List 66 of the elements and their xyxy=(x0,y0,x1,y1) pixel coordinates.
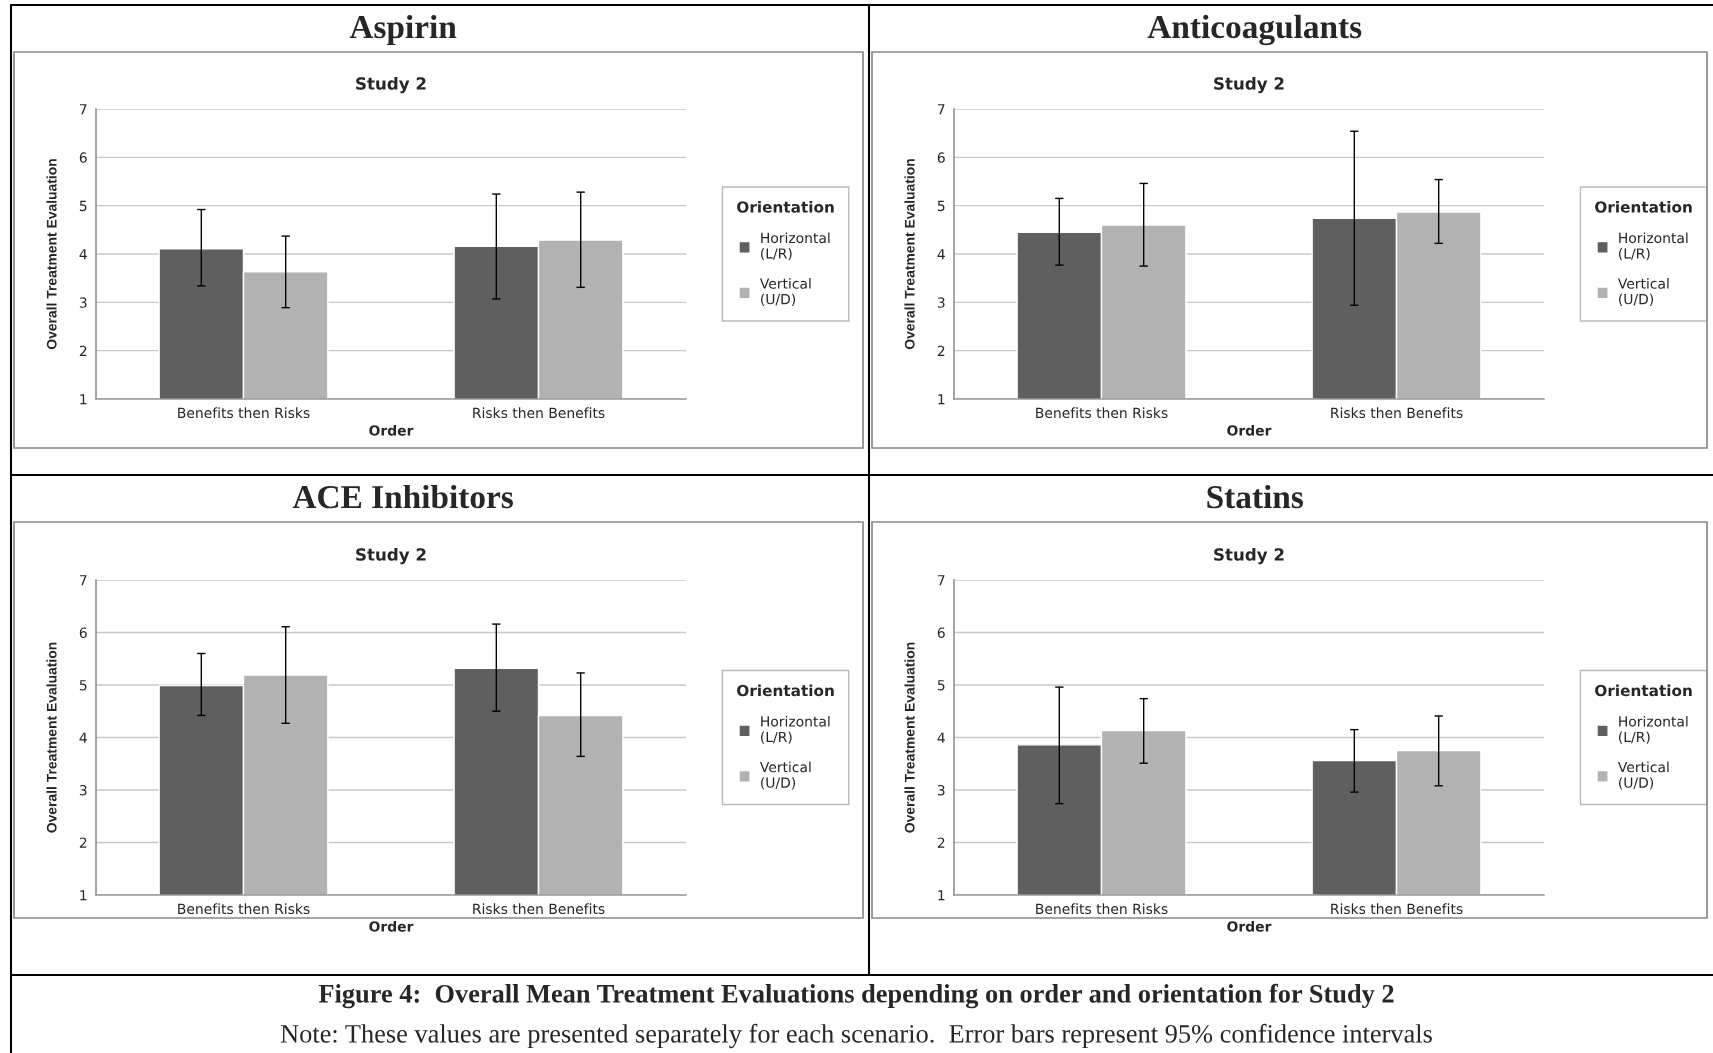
legend-label: Vertical (U/D) xyxy=(759,278,811,306)
chart-subtitle: Study 2 xyxy=(1214,547,1284,565)
y-tick-label: 3 xyxy=(79,784,87,796)
text: Note: These values are presented separately for each scenario. Error bars represent 95% confidence intervals xyxy=(280,1023,1432,1049)
y-tick-label: 6 xyxy=(79,152,87,163)
caption: Figure 4: Overall Mean Treatment Evaluations depending on order and orientation for Study 2 xyxy=(318,983,1394,1009)
y-tick-label: 3 xyxy=(79,297,87,308)
y-tick-label: 5 xyxy=(79,200,87,212)
y-tick-label: 6 xyxy=(79,627,87,638)
x-tick-label: Risks then Benefits xyxy=(473,903,605,915)
y-axis-title: Overall Treatment Evaluation xyxy=(46,159,57,350)
legend-label: Horizontal (L/R) xyxy=(761,232,830,261)
x-tick-label: Benefits then Risks xyxy=(178,903,310,915)
y-axis-title: Overall Treatment Evaluation xyxy=(904,159,915,350)
y-tick-label: 3 xyxy=(937,297,945,308)
legend-label: Horizontal (L/R) xyxy=(761,715,830,744)
y-tick-label: 5 xyxy=(937,200,945,212)
chart-subtitle: Study 2 xyxy=(356,76,426,94)
y-tick-label: 1 xyxy=(938,394,945,405)
y-tick-label: 6 xyxy=(937,152,945,163)
x-tick-label: Benefits then Risks xyxy=(178,407,310,419)
y-tick-label: 4 xyxy=(937,249,945,260)
y-axis-title: Overall Treatment Evaluation xyxy=(46,642,57,833)
legend-label: Vertical (U/D) xyxy=(759,761,811,790)
legend-title: Orientation xyxy=(1595,684,1692,697)
y-axis-title: Overall Treatment Evaluation xyxy=(904,642,915,833)
y-tick-label: 7 xyxy=(79,104,87,115)
x-axis-title: Order xyxy=(1227,920,1272,932)
x-tick-label: Benefits then Risks xyxy=(1036,903,1168,915)
y-tick-label: 5 xyxy=(79,680,87,691)
legend-label: Horizontal (L/R) xyxy=(1619,715,1688,744)
legend-label: Vertical (U/D) xyxy=(1617,761,1669,790)
y-tick-label: 4 xyxy=(79,732,87,743)
legend-label: Horizontal (L/R) xyxy=(1619,232,1688,261)
y-tick-label: 2 xyxy=(937,837,945,848)
x-tick-label: Risks then Benefits xyxy=(1331,407,1463,419)
y-tick-label: 6 xyxy=(937,627,945,638)
y-tick-label: 1 xyxy=(80,394,87,405)
x-axis-title: Order xyxy=(369,424,414,436)
chart-title: Aspirin xyxy=(349,14,457,46)
y-tick-label: 2 xyxy=(937,345,945,356)
x-axis-title: Order xyxy=(1227,424,1272,436)
y-tick-label: 4 xyxy=(937,732,945,743)
legend-label: Vertical (U/D) xyxy=(1617,278,1669,306)
x-tick-label: Risks then Benefits xyxy=(473,407,605,419)
y-tick-label: 7 xyxy=(79,575,87,586)
y-tick-label: 5 xyxy=(937,680,945,691)
legend-title: Orientation xyxy=(1595,200,1692,213)
y-tick-label: 4 xyxy=(79,249,87,260)
y-tick-label: 1 xyxy=(80,890,87,901)
y-tick-label: 2 xyxy=(79,837,87,848)
chart-title: Anticoagulants xyxy=(1147,14,1362,46)
y-tick-label: 1 xyxy=(938,890,945,901)
chart-subtitle: Study 2 xyxy=(356,547,426,565)
chart-title: Statins xyxy=(1207,484,1303,509)
x-axis-title: Order xyxy=(369,920,414,932)
legend-title: Orientation xyxy=(737,684,834,697)
chart-subtitle: Study 2 xyxy=(1214,76,1284,94)
x-tick-label: Risks then Benefits xyxy=(1331,903,1463,915)
y-tick-label: 2 xyxy=(79,345,87,356)
chart-title: ACE Inhibitors xyxy=(292,484,513,509)
legend-title: Orientation xyxy=(737,200,834,213)
y-tick-label: 7 xyxy=(937,104,945,115)
x-tick-label: Benefits then Risks xyxy=(1036,407,1168,419)
y-tick-label: 7 xyxy=(937,575,945,586)
y-tick-label: 3 xyxy=(937,784,945,796)
